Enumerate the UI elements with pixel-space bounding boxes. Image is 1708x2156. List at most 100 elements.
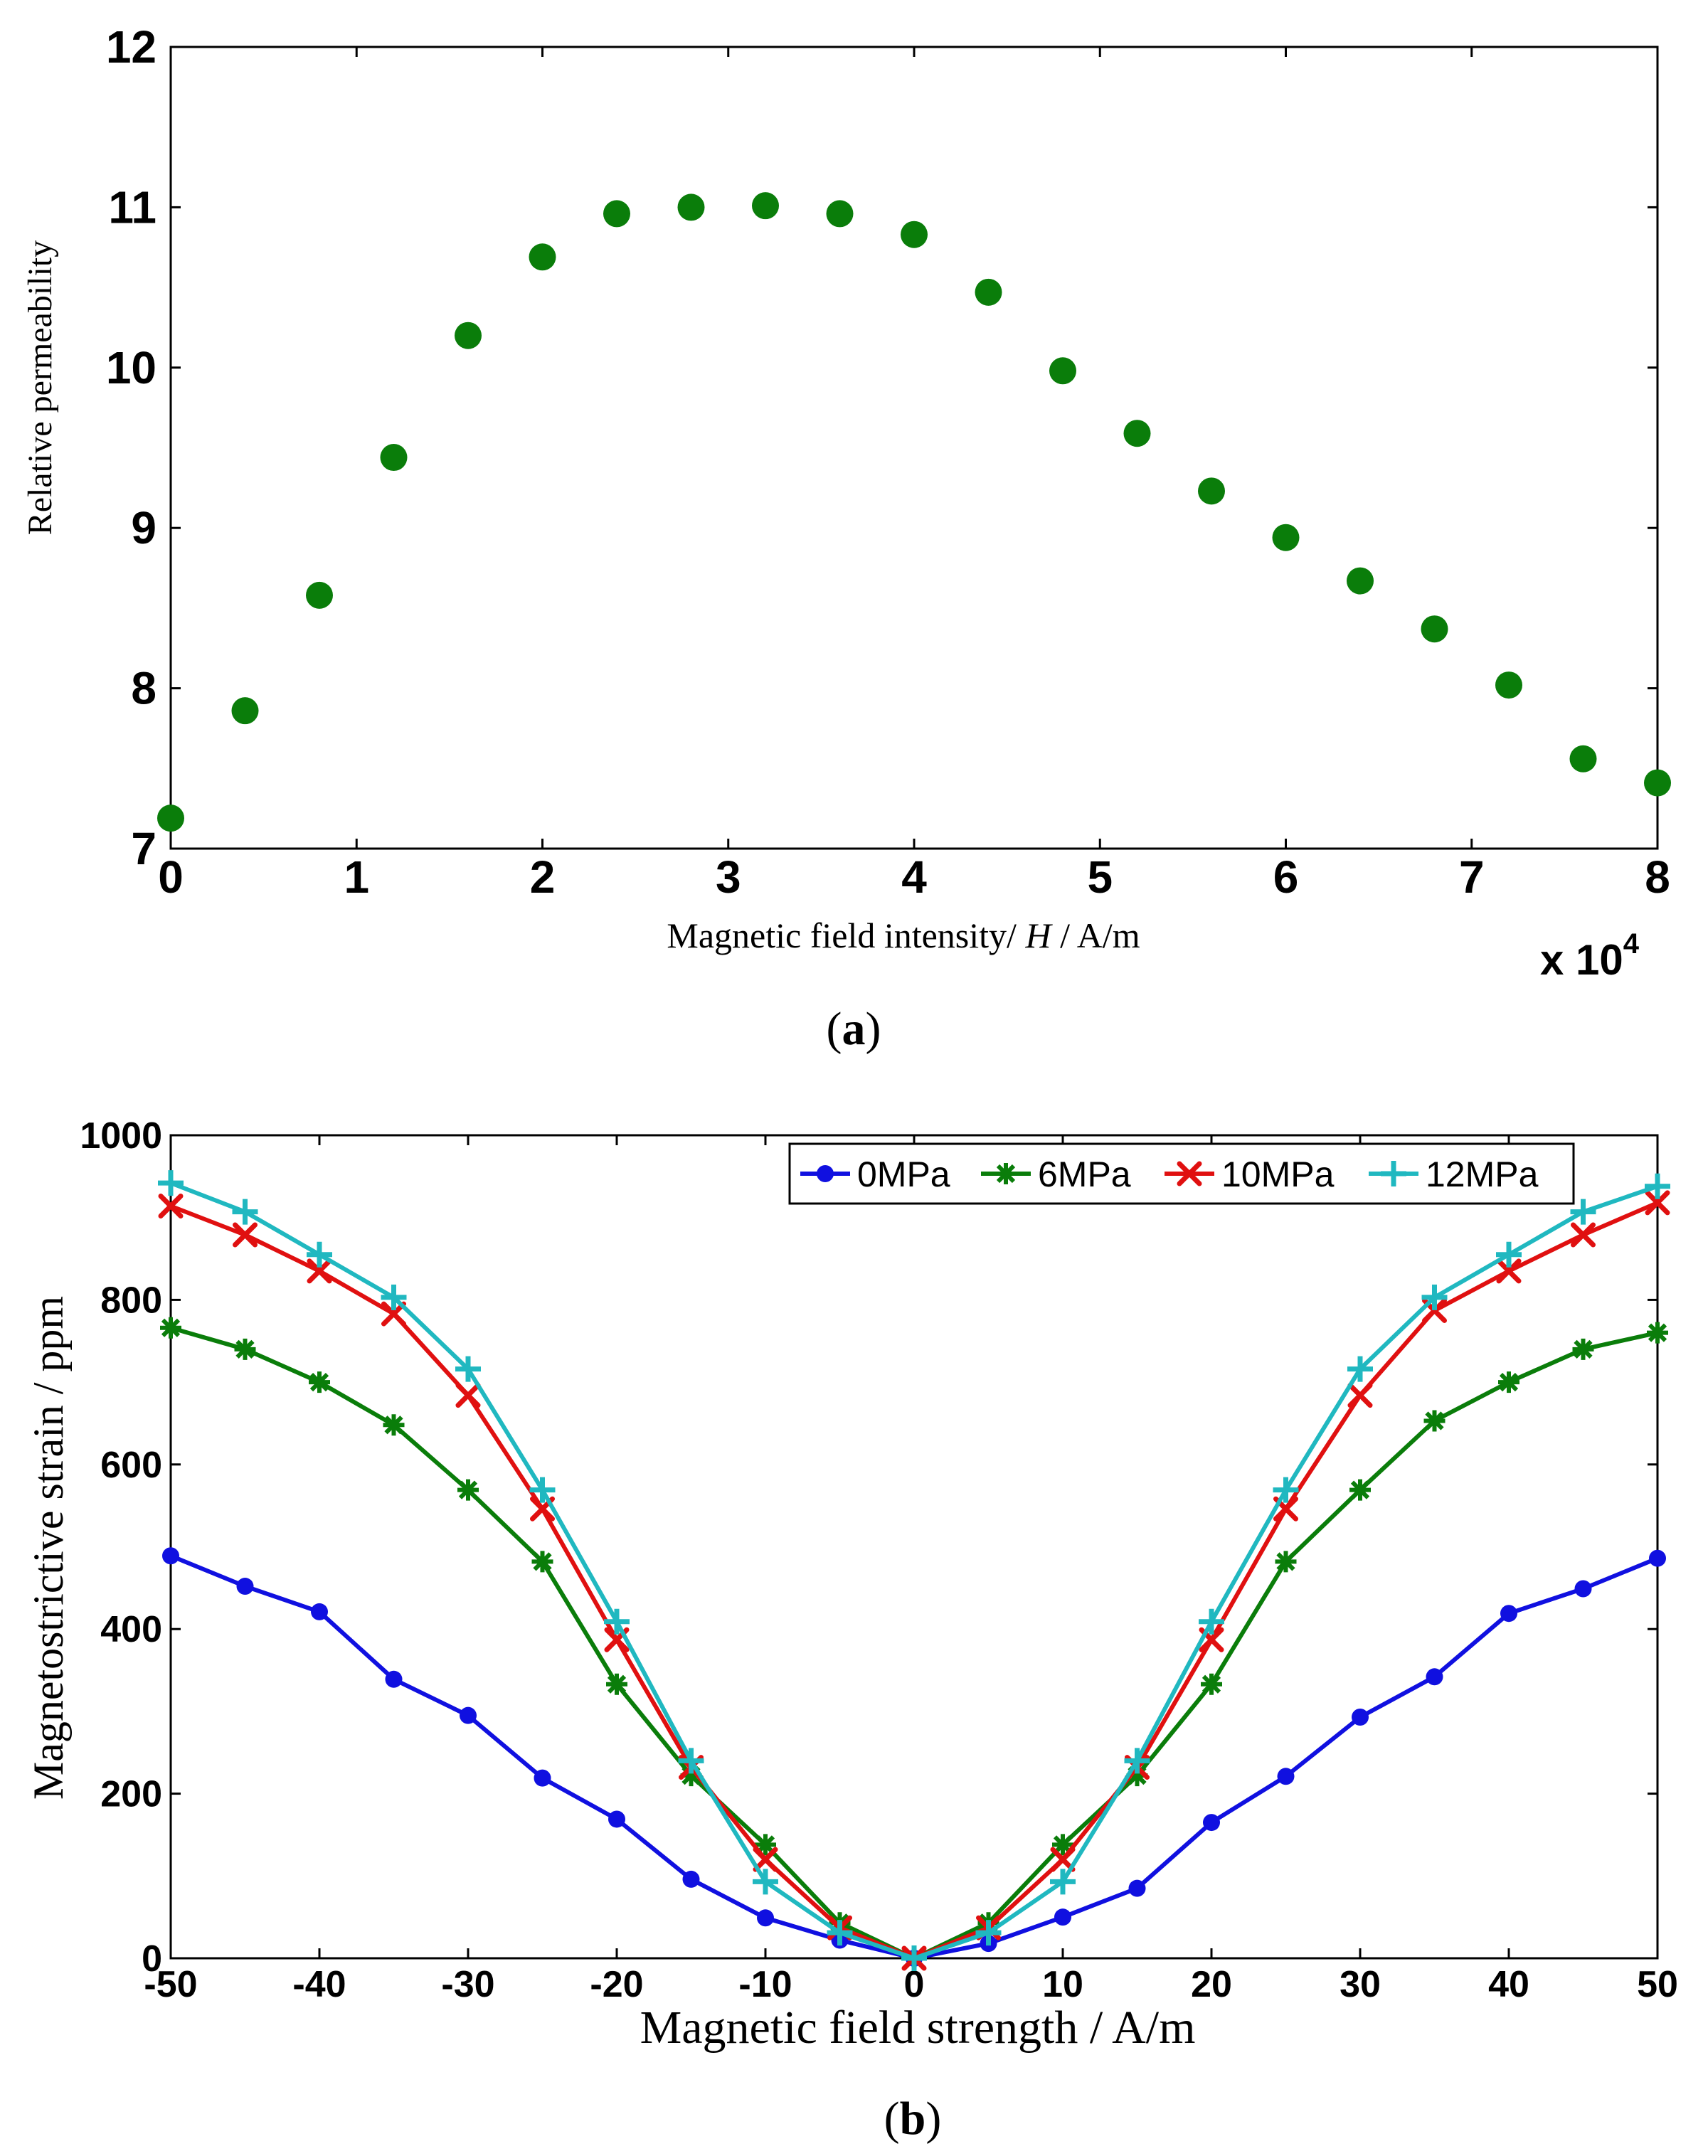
data-point (455, 322, 482, 349)
data-point (1500, 1605, 1517, 1623)
legend-marker (1381, 1161, 1406, 1186)
legend-entry-10MPa: 10MPa (1165, 1154, 1335, 1194)
x-tick-label-b: 40 (1488, 1964, 1529, 2005)
data-point (307, 1241, 332, 1268)
data-point (682, 1870, 700, 1888)
data-point (1277, 1768, 1295, 1785)
data-point (1199, 1608, 1224, 1635)
data-point (1126, 1765, 1148, 1787)
data-point (1423, 1410, 1446, 1432)
data-point (158, 1194, 184, 1218)
legend-marker (817, 1165, 834, 1182)
data-point (1426, 1668, 1443, 1686)
data-point (160, 1317, 181, 1339)
y-tick-label-b: 200 (100, 1774, 162, 1815)
data-point (901, 1945, 927, 1971)
data-point (678, 1748, 704, 1774)
data-point (1201, 1673, 1222, 1695)
data-point (755, 1834, 776, 1856)
x-tick-label-b: -40 (292, 1964, 346, 2005)
data-point (1054, 1908, 1071, 1926)
data-point (534, 1769, 551, 1787)
data-point (1421, 615, 1448, 643)
data-point (460, 1706, 477, 1724)
data-point (529, 243, 556, 271)
data-point (757, 1909, 774, 1927)
legend-entry-6MPa: 6MPa (981, 1154, 1131, 1194)
x-axis-label-a-var: H (1024, 915, 1053, 955)
x-tick-label-b: 10 (1042, 1964, 1083, 2005)
data-point (1049, 357, 1076, 385)
data-point (233, 1222, 258, 1248)
data-point (1644, 769, 1671, 797)
data-point (606, 1673, 627, 1695)
x-tick-label-a: 8 (1645, 851, 1670, 903)
legend-label: 6MPa (1038, 1154, 1131, 1194)
data-point (1123, 420, 1151, 447)
legend-label: 0MPa (857, 1154, 950, 1194)
data-point (1203, 1814, 1220, 1832)
x-tick-label-b: -50 (144, 1964, 197, 2005)
legend-entry-0MPa: 0MPa (800, 1154, 950, 1194)
data-point (680, 1765, 702, 1787)
x-tick-label-a: 5 (1087, 851, 1113, 903)
caption-b: (b) (884, 2093, 942, 2145)
data-point (381, 1301, 406, 1327)
data-point (157, 804, 184, 832)
y-tick-label-b: 1000 (80, 1115, 162, 1157)
data-point (162, 1547, 179, 1565)
data-point (1421, 1284, 1448, 1310)
data-point (753, 1869, 778, 1895)
data-point (1349, 1479, 1371, 1501)
x-tick-label-a: 4 (901, 851, 927, 903)
data-point (385, 1670, 403, 1688)
data-point (381, 1284, 407, 1310)
data-point (1647, 1322, 1668, 1344)
data-point (1496, 1258, 1522, 1284)
data-point (455, 1356, 481, 1382)
data-point (1124, 1748, 1150, 1774)
caption-a: (a) (827, 1003, 881, 1055)
data-point (604, 1608, 630, 1635)
data-point (457, 1479, 479, 1501)
data-point (1569, 745, 1597, 772)
legend-label: 10MPa (1221, 1154, 1335, 1194)
legend-marker (995, 1163, 1017, 1184)
data-point (380, 444, 408, 472)
legend-b: 0MPa 6MPa 10MPa 12MPa (788, 1142, 1575, 1205)
data-point (529, 1477, 556, 1503)
data-point (455, 1383, 481, 1408)
data-point (975, 1920, 1002, 1946)
x-tick-label-b: 20 (1191, 1964, 1232, 2005)
data-point (1198, 477, 1225, 505)
y-tick-label-b: 0 (142, 1938, 162, 1980)
data-point (1275, 1551, 1297, 1573)
series-12MPa (158, 1170, 1670, 1971)
data-point (1050, 1847, 1076, 1872)
legend-entry-12MPa: 12MPa (1369, 1154, 1539, 1194)
data-point (531, 1551, 553, 1573)
data-point (1645, 1190, 1670, 1216)
x-axis-label-b: Magnetic field strength / A/m (640, 2002, 1196, 2054)
data-point (1347, 567, 1374, 595)
data-point (752, 192, 779, 220)
data-point (1052, 1834, 1073, 1856)
data-point (307, 1258, 332, 1284)
x-tick-label-b: -30 (441, 1964, 494, 2005)
x-tick-label-a: 6 (1273, 851, 1299, 903)
caption-b-letter: b (900, 2093, 926, 2145)
data-point (1572, 1338, 1594, 1360)
y-tick-label-b: 400 (100, 1609, 162, 1650)
data-point (1347, 1356, 1373, 1382)
y-tick-label-a: 8 (131, 663, 157, 714)
data-point (234, 1338, 256, 1360)
y-axis-label-b: Magnetostrictive strain / ppm (25, 1296, 72, 1800)
x-tick-label-a: 7 (1459, 851, 1485, 903)
x-multiplier-base: x 10 (1540, 936, 1623, 984)
caption-a-letter: a (842, 1003, 866, 1055)
data-point (975, 278, 1002, 306)
data-point (311, 1603, 328, 1620)
